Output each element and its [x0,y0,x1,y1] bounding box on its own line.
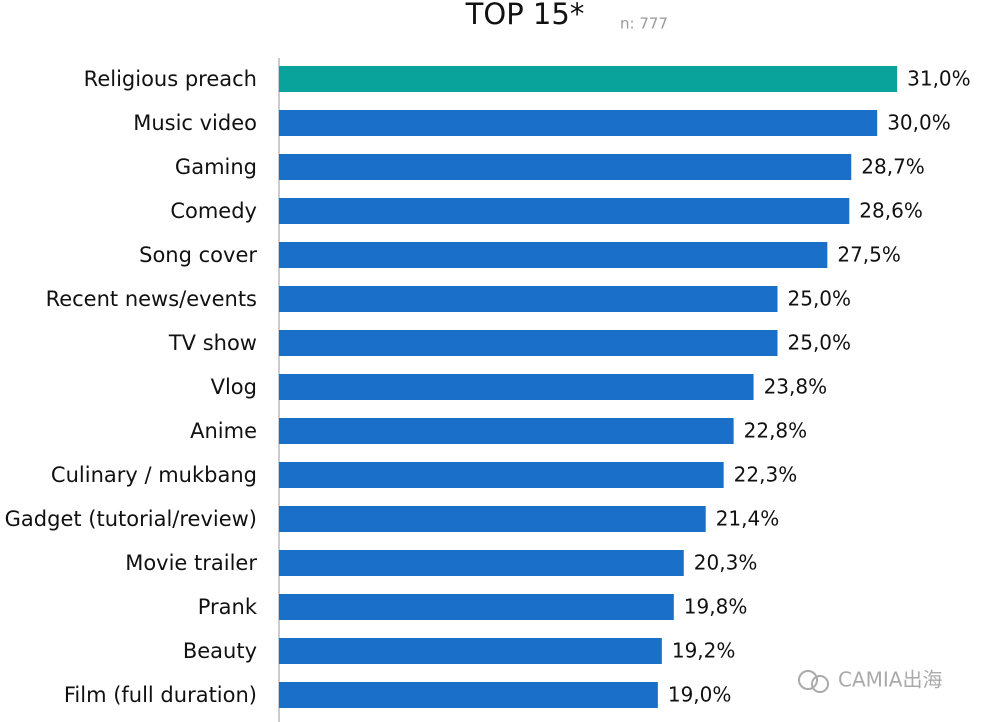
category-label: Beauty [183,639,257,663]
value-label: 28,6% [859,199,923,223]
bar [279,198,850,224]
value-label: 22,8% [744,419,808,443]
bar [279,550,684,576]
category-label: Prank [198,595,258,619]
category-label: Gadget (tutorial/review) [5,507,257,531]
category-label: Gaming [175,155,257,179]
value-label: 28,7% [861,155,925,179]
category-label: Religious preach [84,67,257,91]
bar [279,506,706,532]
bar [279,242,828,268]
watermark: CAMIA出海 [838,668,942,692]
category-label: Music video [133,111,257,135]
value-label: 23,8% [764,375,828,399]
value-label: 22,3% [734,463,798,487]
value-label: 31,0% [907,67,971,91]
value-label: 20,3% [694,551,758,575]
bar [279,330,778,356]
category-label: Movie trailer [125,551,257,575]
bar [279,638,662,664]
chart-title: TOP 15* [465,0,585,31]
value-label: 21,4% [716,507,780,531]
category-label: Vlog [211,375,257,399]
value-label: 19,8% [684,595,748,619]
category-label: Comedy [170,199,257,223]
bar [279,418,734,444]
bar [279,66,898,92]
value-label: 30,0% [887,111,951,135]
bar [279,682,658,708]
category-label: Film (full duration) [64,683,257,707]
bar [279,110,878,136]
bar [279,286,778,312]
value-label: 25,0% [788,287,852,311]
chart-subtitle: n: 777 [620,15,668,33]
category-label: TV show [168,331,257,355]
category-label: Anime [190,419,257,443]
bar [279,462,724,488]
category-label: Song cover [139,243,257,267]
value-label: 27,5% [837,243,901,267]
category-label: Culinary / mukbang [51,463,257,487]
value-label: 19,2% [672,639,736,663]
bar [279,154,852,180]
bar [279,374,754,400]
watermark-logo [798,670,829,693]
value-label: 25,0% [788,331,852,355]
value-label: 19,0% [668,683,732,707]
category-label: Recent news/events [46,287,257,311]
bar [279,594,674,620]
